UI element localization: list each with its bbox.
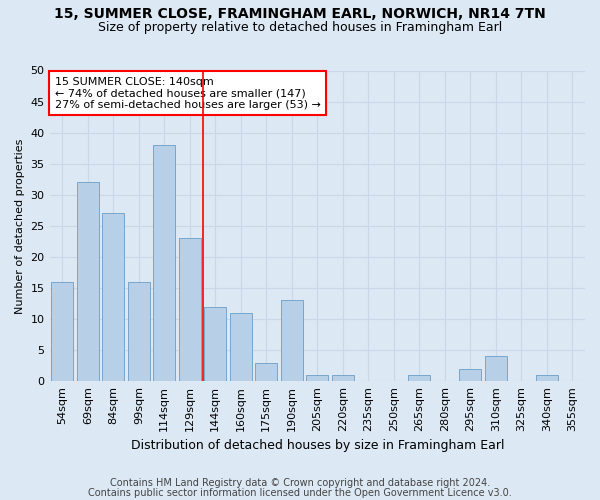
Bar [179, 238, 200, 382]
Text: Contains public sector information licensed under the Open Government Licence v3: Contains public sector information licen… [88, 488, 512, 498]
Text: Size of property relative to detached houses in Framingham Earl: Size of property relative to detached ho… [98, 21, 502, 34]
Bar [77, 182, 98, 382]
Text: 15, SUMMER CLOSE, FRAMINGHAM EARL, NORWICH, NR14 7TN: 15, SUMMER CLOSE, FRAMINGHAM EARL, NORWI… [54, 8, 546, 22]
Bar [128, 282, 149, 382]
Bar [52, 282, 73, 382]
Bar [485, 356, 506, 382]
Bar [230, 313, 251, 382]
Bar [154, 145, 175, 382]
Text: 15 SUMMER CLOSE: 140sqm
← 74% of detached houses are smaller (147)
27% of semi-d: 15 SUMMER CLOSE: 140sqm ← 74% of detache… [55, 76, 321, 110]
Bar [103, 214, 124, 382]
Text: Contains HM Land Registry data © Crown copyright and database right 2024.: Contains HM Land Registry data © Crown c… [110, 478, 490, 488]
Bar [205, 306, 226, 382]
Bar [256, 362, 277, 382]
Bar [307, 375, 328, 382]
Bar [460, 369, 481, 382]
Bar [536, 375, 557, 382]
X-axis label: Distribution of detached houses by size in Framingham Earl: Distribution of detached houses by size … [131, 440, 504, 452]
Bar [332, 375, 353, 382]
Bar [281, 300, 302, 382]
Y-axis label: Number of detached properties: Number of detached properties [15, 138, 25, 314]
Bar [409, 375, 430, 382]
